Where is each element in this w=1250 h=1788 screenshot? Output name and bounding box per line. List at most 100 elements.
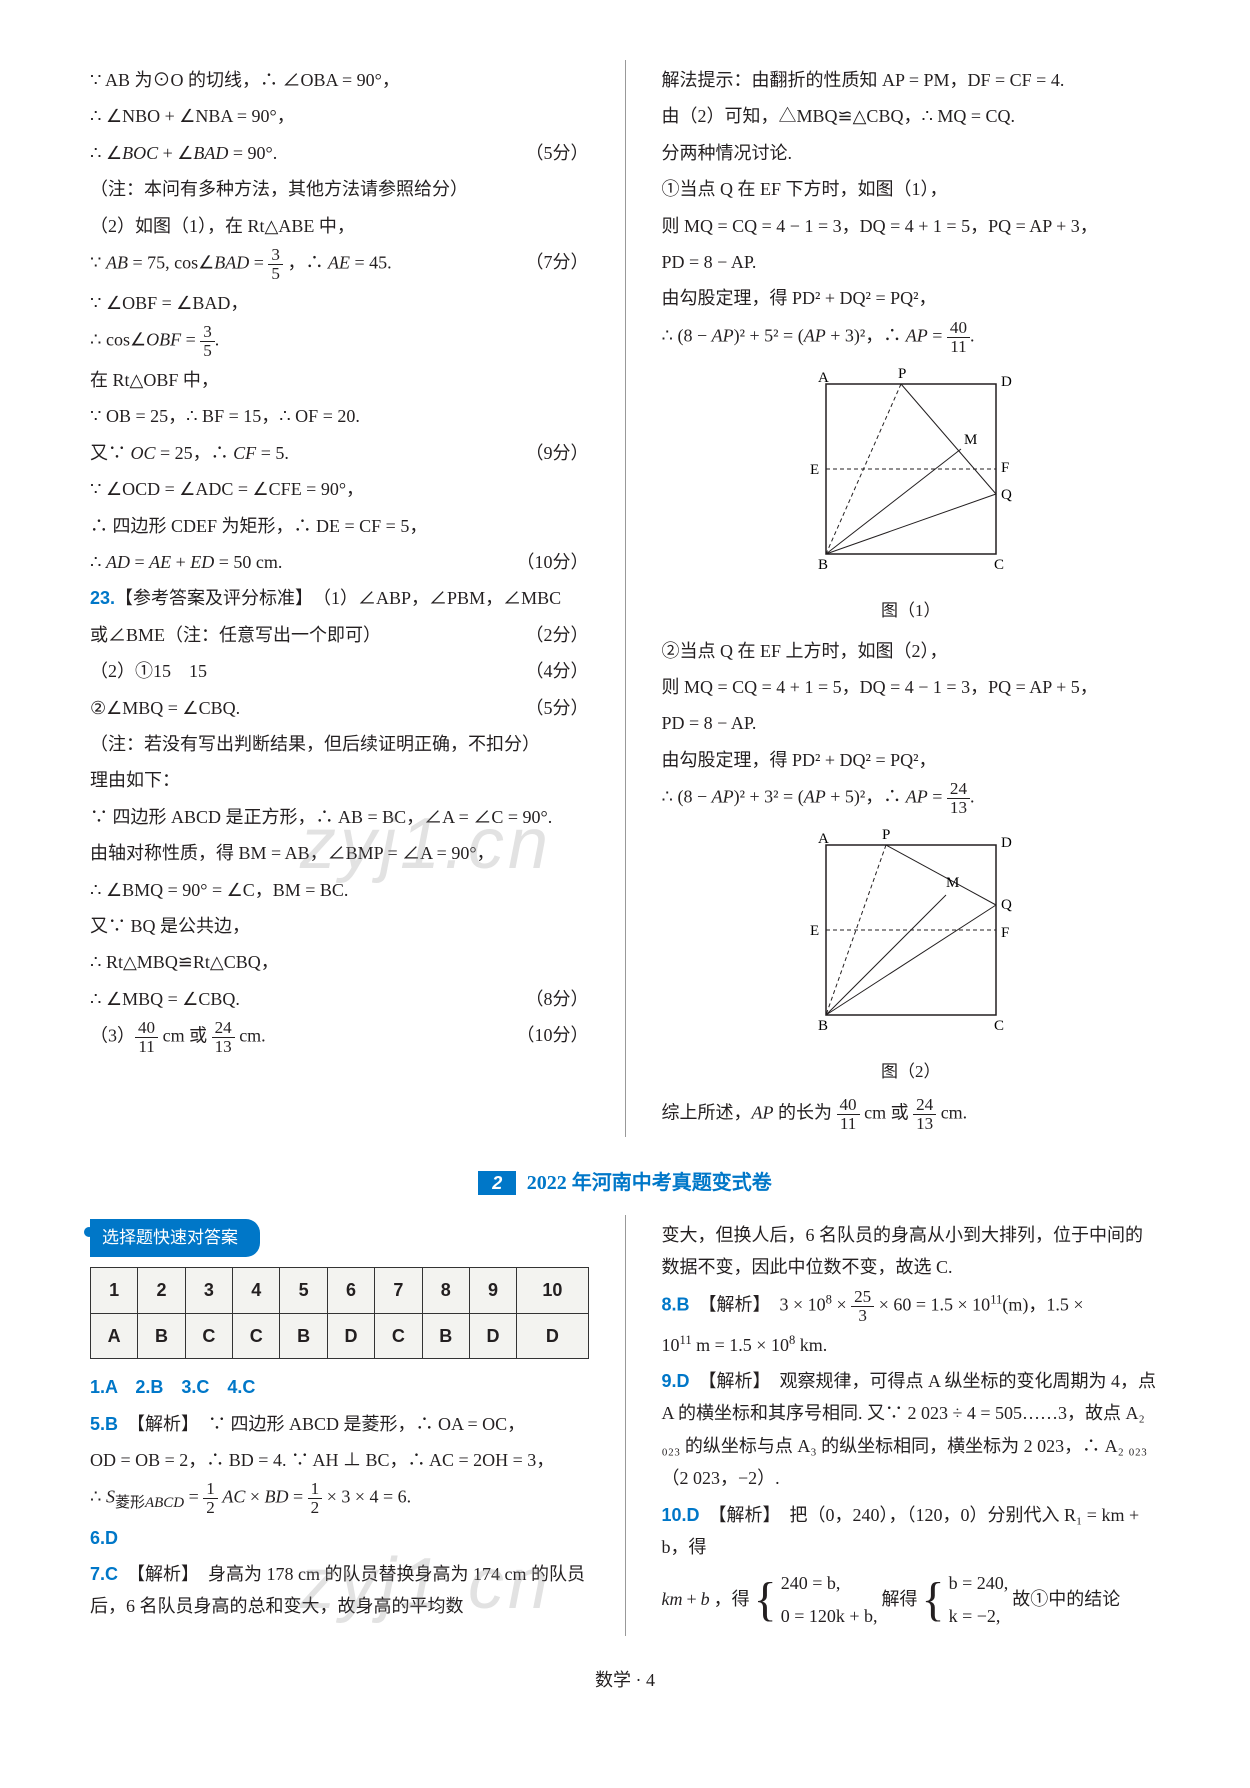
frac-den: 11: [135, 1038, 158, 1056]
th: 3: [185, 1268, 232, 1313]
page: zyj1.cn zyj1.cn ∵ AB 为⊙O 的切线，∴ ∠OBA = 90…: [90, 60, 1160, 1696]
score: （7分）: [526, 246, 589, 278]
svg-text:F: F: [1001, 925, 1009, 941]
frac-num: 40: [837, 1096, 860, 1115]
lbl-D: D: [1001, 374, 1012, 390]
lbl-A: A: [818, 370, 829, 386]
line: （3）4011 cm 或 2413 cm.（10分）: [90, 1019, 589, 1056]
line: PD = 8 − AP.: [662, 707, 1161, 739]
column-divider: [625, 1215, 626, 1636]
line: ∴ cos∠OBF = 35.: [90, 323, 589, 360]
q10-system: km + b，得 { 240 = b, 0 = 120k + b, 解得 { b…: [662, 1567, 1161, 1632]
lbl-F: F: [1001, 460, 1009, 476]
text: ∵ 四边形 ABCD 是菱形，∴ OA = OC，: [208, 1414, 525, 1434]
score: （5分）: [526, 692, 589, 724]
th: 5: [280, 1268, 327, 1313]
line: （注：若没有写出判断结果，但后续证明正确，不扣分）: [90, 728, 589, 760]
frac-den: 11: [947, 338, 970, 356]
figure-1: A P D M E F Q B C 图（1）: [662, 364, 1161, 627]
text: ②∠MBQ = ∠CBQ.: [90, 698, 240, 718]
td: B: [138, 1313, 185, 1358]
line: ∴ ∠BOC + ∠BAD = 90°. （5分）: [90, 137, 589, 169]
th: 6: [327, 1268, 374, 1313]
line: ∴ ∠BMQ = 90° = ∠C，BM = BC.: [90, 874, 589, 906]
text: 又∵ OC = 25，∴ CF = 5.: [90, 443, 289, 463]
frac-num: 1: [203, 1480, 218, 1499]
lbl-E: E: [810, 462, 819, 478]
q6: 6.D: [90, 1522, 589, 1554]
td: D: [327, 1313, 374, 1358]
section-header: 2 2022 年河南中考真题变式卷: [90, 1165, 1160, 1201]
frac-num: 3: [268, 246, 283, 265]
line: ∴ 四边形 CDEF 为矩形，∴ DE = CF = 5，: [90, 510, 589, 542]
frac-num: 25: [851, 1288, 874, 1307]
th: 4: [233, 1268, 280, 1313]
q23-title: 【参考答案及评分标准】: [115, 588, 304, 608]
sys-mid: 解得: [882, 1583, 918, 1615]
line: 则 MQ = CQ = 4 + 1 = 5，DQ = 4 − 1 = 3，PQ …: [662, 671, 1161, 703]
quick-answer-label: 选择题快速对答案: [90, 1219, 260, 1258]
short-answers: 1.A 2.B 3.C 4.C: [90, 1371, 589, 1403]
td: D: [469, 1313, 516, 1358]
q10-after: 故①中的结论: [1012, 1583, 1120, 1615]
case1-head: ①当点 Q 在 EF 下方时，如图（1），: [662, 173, 1161, 205]
frac-den: 5: [200, 342, 215, 360]
th: 1: [91, 1268, 138, 1313]
q9-tag: 【解析】: [708, 1371, 762, 1391]
frac-num: 3: [200, 323, 215, 342]
q10-label: 10.D: [662, 1505, 700, 1525]
q10-tag: 【解析】: [718, 1505, 772, 1525]
td: A: [91, 1313, 138, 1358]
text: ∴ AD = AE + ED = 50 cm.: [90, 552, 282, 572]
bottom-right-column: 变大，但换人后，6 名队员的身高从小到大排列，位于中间的数据不变，因此中位数不变…: [662, 1215, 1161, 1636]
line: ∵ AB 为⊙O 的切线，∴ ∠OBA = 90°，: [90, 64, 589, 96]
line: 分两种情况讨论.: [662, 137, 1161, 169]
q23-head: 23.【参考答案及评分标准】 （1）∠ABP，∠PBM，∠MBC: [90, 582, 589, 614]
line: PD = 8 − AP.: [662, 246, 1161, 278]
text: （1）∠ABP，∠PBM，∠MBC: [322, 588, 561, 608]
section-title: 2022 年河南中考真题变式卷: [527, 1172, 772, 1194]
th: 7: [375, 1268, 422, 1313]
svg-text:C: C: [994, 1018, 1004, 1034]
q9-label: 9.D: [662, 1371, 690, 1391]
figure-2: A P D M E F Q B C 图（2）: [662, 825, 1161, 1088]
top-columns: ∵ AB 为⊙O 的切线，∴ ∠OBA = 90°， ∴ ∠NBO + ∠NBA…: [90, 60, 1160, 1137]
score: （10分）: [517, 1019, 589, 1051]
bottom-left-column: 选择题快速对答案 1 2 3 4 5 6 7 8 9 10 A B C C B …: [90, 1215, 589, 1636]
td: D: [517, 1313, 588, 1358]
table-row: 1 2 3 4 5 6 7 8 9 10: [91, 1268, 589, 1313]
lbl-B: B: [818, 557, 828, 573]
sys-r2: k = −2,: [949, 1600, 1009, 1632]
line: 在 Rt△OBF 中，: [90, 364, 589, 396]
quick-answer-wrap: 选择题快速对答案: [90, 1219, 589, 1258]
th: 8: [422, 1268, 469, 1313]
th: 2: [138, 1268, 185, 1313]
q5-line: ∴ S菱形ABCD = 12 AC × BD = 12 × 3 × 4 = 6.: [90, 1480, 589, 1517]
lbl-C: C: [994, 557, 1004, 573]
q7-label: 7.C: [90, 1564, 118, 1584]
line: ∴ (8 − AP)² + 3² = (AP + 5)²，∴ AP = 2413…: [662, 780, 1161, 817]
text: ∴ ∠BOC + ∠BAD = 90°.: [90, 143, 277, 163]
line: 理由如下：: [90, 764, 589, 796]
line: ②∠MBQ = ∠CBQ. （5分）: [90, 692, 589, 724]
score: （5分）: [526, 137, 589, 169]
line: ∴ Rt△MBQ≌Rt△CBQ，: [90, 946, 589, 978]
frac-num: 40: [135, 1019, 158, 1038]
th: 9: [469, 1268, 516, 1313]
sys-l1: 240 = b,: [781, 1567, 878, 1599]
svg-text:B: B: [818, 1018, 828, 1034]
answer-table: 1 2 3 4 5 6 7 8 9 10 A B C C B D C B D: [90, 1267, 589, 1359]
line: ∵ ∠OBF = ∠BAD，: [90, 287, 589, 319]
line: 或∠BME（注：任意写出一个即可）（2分）: [90, 619, 589, 651]
line: 又∵ OC = 25，∴ CF = 5.（9分）: [90, 437, 589, 469]
case2-head: ②当点 Q 在 EF 上方时，如图（2），: [662, 635, 1161, 667]
lbl-Q: Q: [1001, 487, 1012, 503]
frac-num: 40: [947, 319, 970, 338]
section-number: 2: [478, 1171, 516, 1195]
line: ∵ OB = 25，∴ BF = 15，∴ OF = 20.: [90, 400, 589, 432]
final-line: 综上所述，AP 的长为 4011 cm 或 2413 cm.: [662, 1096, 1161, 1133]
frac-den: 11: [837, 1115, 860, 1133]
q10: 10.D 【解析】 把（0，240），（120，0）分别代入 R₁ = km +…: [662, 1499, 1161, 1564]
frac-den: 13: [947, 799, 970, 817]
line: 则 MQ = CQ = 4 − 1 = 3，DQ = 4 + 1 = 5，PQ …: [662, 210, 1161, 242]
